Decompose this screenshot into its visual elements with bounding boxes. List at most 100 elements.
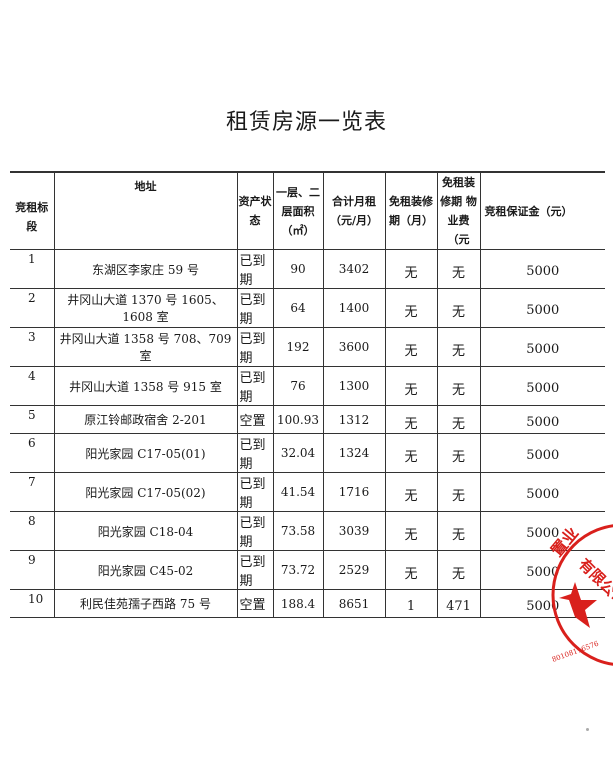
seal-text-1: 置业 — [547, 523, 582, 560]
table-row: 2 井冈山大道 1370 号 1605、1608 室已到期 64 1400 无无 5000 — [10, 288, 605, 328]
table-row: 3 井冈山大道 1358 号 708、709 室已到期 192 3600 无无 5000 — [10, 327, 605, 367]
seal-number: 80108116576 — [551, 639, 600, 663]
cell-address: 东湖区李家庄 59 号 — [53, 249, 237, 289]
col-header-status: 资产状态 — [236, 171, 273, 250]
cell-free-months: 1 — [384, 589, 437, 618]
cell-area: 64 — [272, 288, 323, 328]
col-header-free-fee: 免租装修期 物业费（元 — [436, 171, 480, 250]
table-row: 8 阳光家园 C18-04 已到期 73.58 3039 无无 5000 — [10, 511, 605, 551]
cell-rent: 1300 — [322, 366, 385, 406]
cell-rent: 3402 — [322, 249, 385, 289]
cell-free-fee: 无 — [436, 550, 480, 590]
cell-deposit: 5000 — [479, 249, 605, 289]
cell-deposit: 5000 — [479, 511, 605, 551]
table-row: 9 阳光家园 C45-02 已到期 73.72 2529 无无 5000 — [10, 550, 605, 590]
cell-free-months: 无 — [384, 511, 437, 551]
cell-area: 188.4 — [272, 589, 323, 618]
table-row: 7 阳光家园 C17-05(02) 已到期 41.54 1716 无无 5000 — [10, 472, 605, 512]
company-seal: 置业 有限公司 80108116576 — [547, 523, 613, 666]
cell-area: 32.04 — [272, 433, 323, 473]
cell-free-months: 无 — [384, 405, 437, 434]
cell-deposit: 5000 — [479, 405, 605, 434]
cell-area: 41.54 — [272, 472, 323, 512]
cell-free-months: 无 — [384, 433, 437, 473]
col-header-free-months: 免租装修期（月） — [384, 171, 437, 250]
cell-free-fee: 471 — [436, 589, 480, 618]
cell-lot-number: 10 — [10, 589, 54, 618]
seal-ring — [551, 524, 613, 666]
cell-area: 192 — [272, 327, 323, 367]
cell-deposit: 5000 — [479, 550, 605, 590]
cell-deposit: 5000 — [479, 433, 605, 473]
cell-address: 阳光家园 C17-05(01) — [53, 433, 237, 473]
cell-free-months: 无 — [384, 550, 437, 590]
cell-address: 原江铃邮政宿舍 2-201 — [53, 405, 237, 434]
cell-area: 90 — [272, 249, 323, 289]
cell-free-months: 无 — [384, 472, 437, 512]
cell-status: 已到期 — [236, 550, 273, 590]
table-row: 6 阳光家园 C17-05(01) 已到期 32.04 1324 无无 5000 — [10, 433, 605, 473]
cell-rent: 2529 — [322, 550, 385, 590]
cell-status: 已到期 — [236, 433, 273, 473]
cell-address: 阳光家园 C45-02 — [53, 550, 237, 590]
col-header-address: 地址 — [53, 171, 237, 250]
table-row: 5 原江铃邮政宿舍 2-201 空置 100.93 1312 无无 5000 — [10, 405, 605, 434]
cell-area: 76 — [272, 366, 323, 406]
cell-rent: 1716 — [322, 472, 385, 512]
cell-rent: 1400 — [322, 288, 385, 328]
cell-address: 井冈山大道 1358 号 915 室 — [53, 366, 237, 406]
cell-lot-number: 1 — [10, 249, 54, 289]
cell-rent: 3600 — [322, 327, 385, 367]
cell-status: 已到期 — [236, 249, 273, 289]
cell-lot-number: 3 — [10, 327, 54, 367]
cell-free-fee: 无 — [436, 405, 480, 434]
table-header-row: 竞租标段 地址 资产状态 一层、二层面积（㎡） 合计月租（元/月） 免租装修期（… — [10, 171, 605, 250]
cell-deposit: 5000 — [479, 472, 605, 512]
cell-address: 阳光家园 C17-05(02) — [53, 472, 237, 512]
cell-status: 已到期 — [236, 511, 273, 551]
cell-address: 井冈山大道 1358 号 708、709 室 — [53, 327, 237, 367]
cell-free-months: 无 — [384, 288, 437, 328]
rental-listing-table: 竞租标段 地址 资产状态 一层、二层面积（㎡） 合计月租（元/月） 免租装修期（… — [10, 171, 605, 618]
cell-status: 已到期 — [236, 327, 273, 367]
cell-area: 73.72 — [272, 550, 323, 590]
cell-area: 100.93 — [272, 405, 323, 434]
cell-status: 已到期 — [236, 288, 273, 328]
cell-lot-number: 4 — [10, 366, 54, 406]
cell-status: 已到期 — [236, 472, 273, 512]
seal-star-icon — [559, 582, 597, 628]
cell-lot-number: 6 — [10, 433, 54, 473]
cell-free-fee: 无 — [436, 327, 480, 367]
table-row: 1 东湖区李家庄 59 号已到期 90 3402 无无 5000 — [10, 249, 605, 289]
cell-free-fee: 无 — [436, 433, 480, 473]
cell-free-fee: 无 — [436, 288, 480, 328]
cell-status: 空置 — [236, 405, 273, 434]
cell-deposit: 5000 — [479, 327, 605, 367]
cell-lot-number: 9 — [10, 550, 54, 590]
cell-free-months: 无 — [384, 249, 437, 289]
cell-free-months: 无 — [384, 327, 437, 367]
table-row: 4 井冈山大道 1358 号 915 室已到期 76 1300 无无 5000 — [10, 366, 605, 406]
cell-status: 空置 — [236, 589, 273, 618]
cell-rent: 1324 — [322, 433, 385, 473]
cell-rent: 1312 — [322, 405, 385, 434]
col-header-rent: 合计月租（元/月） — [322, 171, 385, 250]
cell-address: 阳光家园 C18-04 — [53, 511, 237, 551]
table-row: 10 利民佳苑孺子西路 75 号空置 188.4 8651 1 471 5000 — [10, 589, 605, 618]
cell-address: 井冈山大道 1370 号 1605、1608 室 — [53, 288, 237, 328]
col-header-lot: 竞租标段 — [10, 171, 54, 250]
cell-free-months: 无 — [384, 366, 437, 406]
cell-rent: 3039 — [322, 511, 385, 551]
cell-free-fee: 无 — [436, 366, 480, 406]
cell-status: 已到期 — [236, 366, 273, 406]
scan-speck — [586, 728, 589, 731]
cell-free-fee: 无 — [436, 249, 480, 289]
col-header-deposit: 竞租保证金（元） — [479, 171, 605, 250]
cell-free-fee: 无 — [436, 511, 480, 551]
cell-lot-number: 8 — [10, 511, 54, 551]
cell-area: 73.58 — [272, 511, 323, 551]
cell-deposit: 5000 — [479, 288, 605, 328]
cell-free-fee: 无 — [436, 472, 480, 512]
cell-lot-number: 7 — [10, 472, 54, 512]
cell-lot-number: 5 — [10, 405, 54, 434]
